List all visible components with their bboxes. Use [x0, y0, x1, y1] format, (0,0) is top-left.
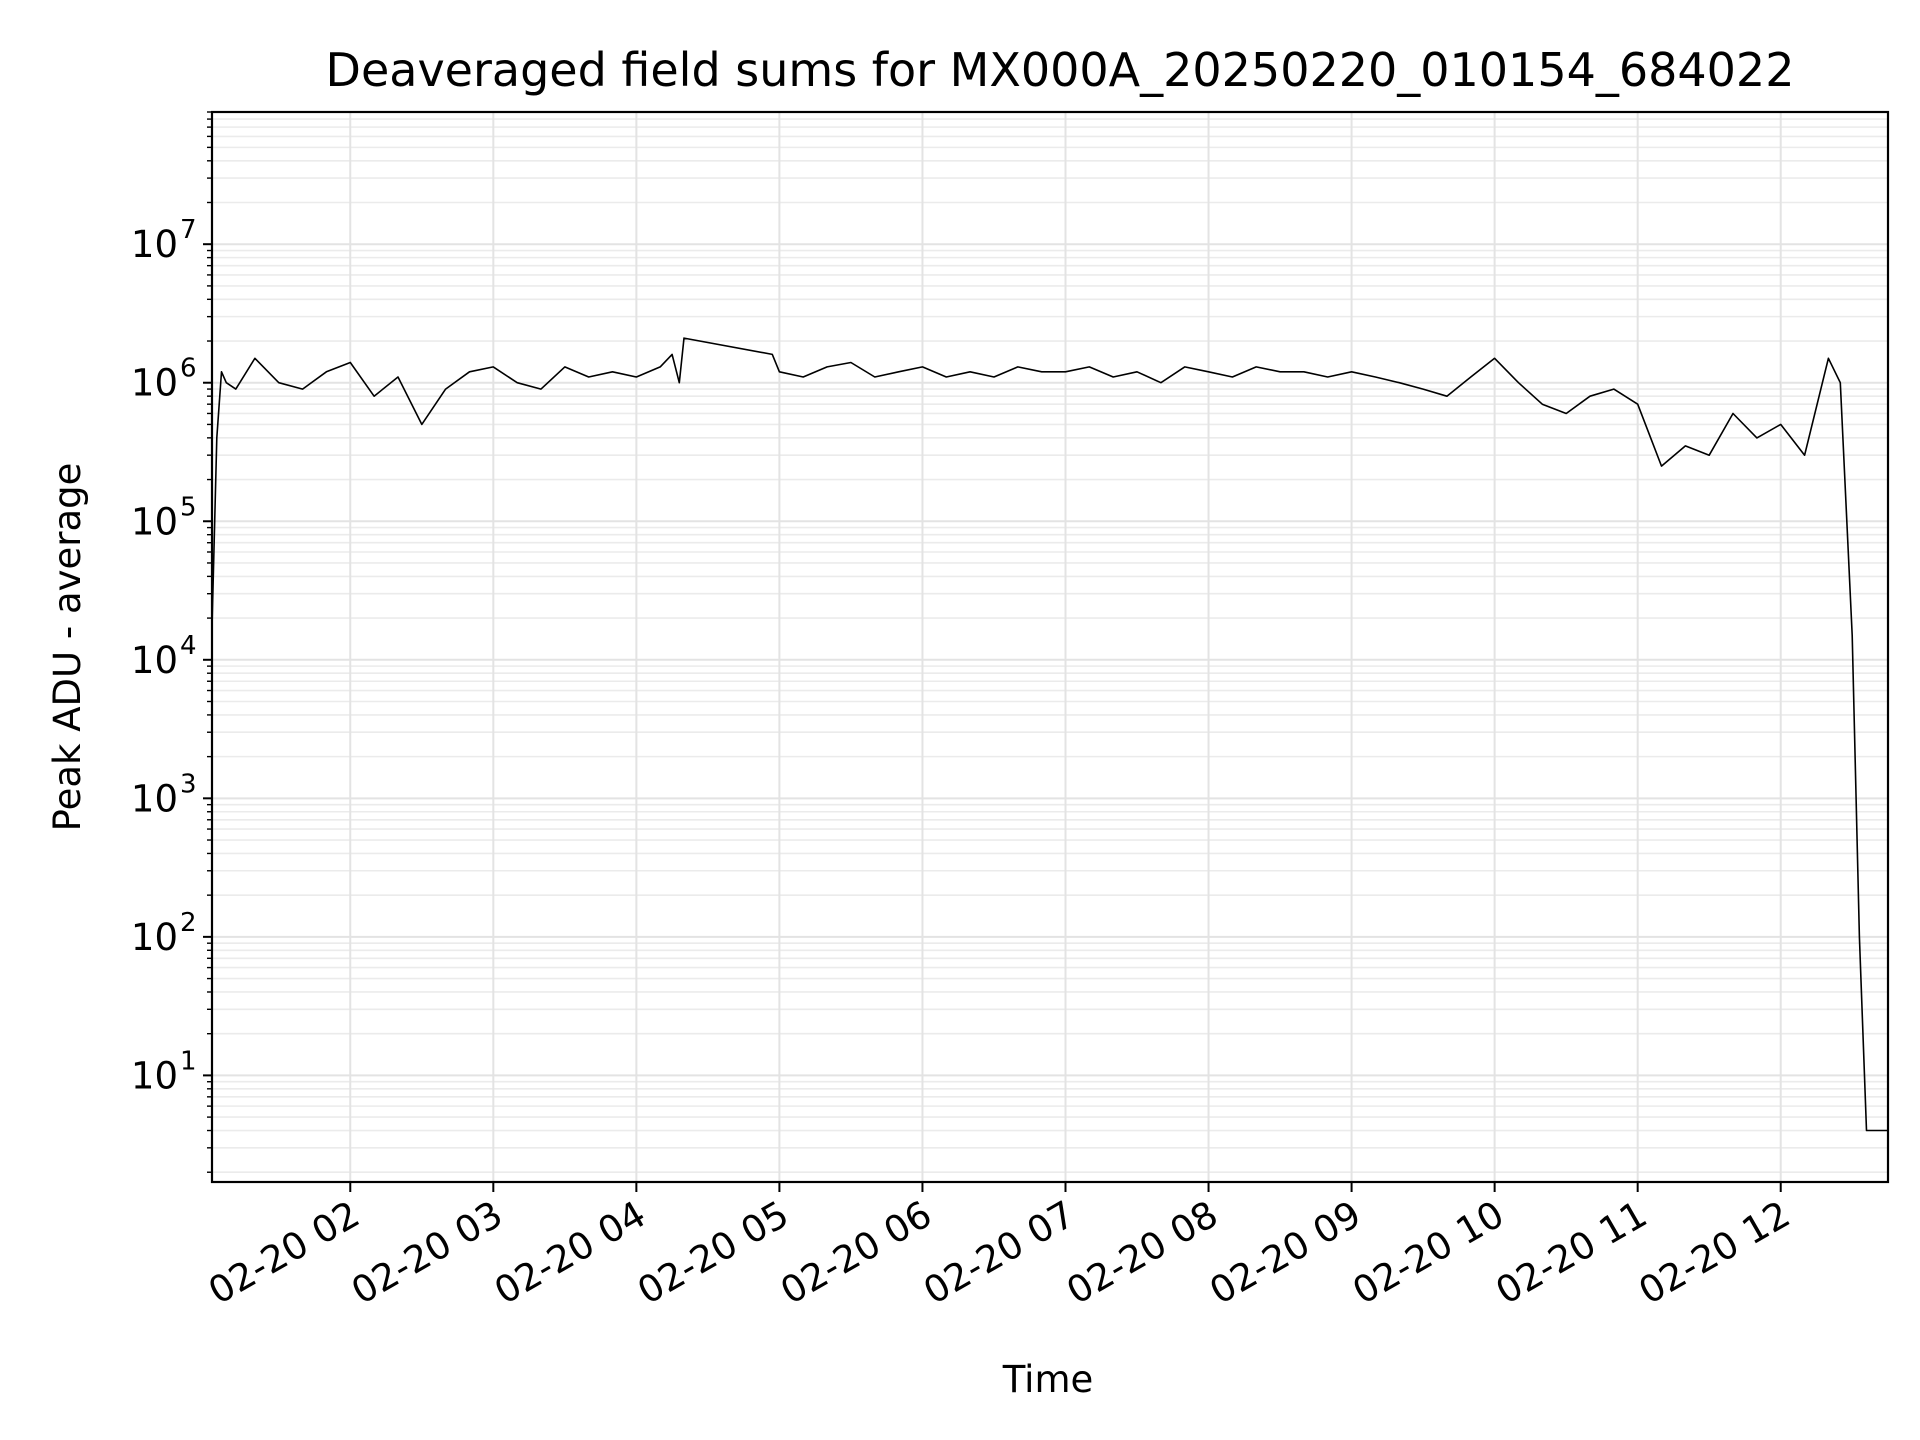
y-axis-label: Peak ADU - average [46, 463, 89, 832]
y-tick-label: 10 [131, 362, 178, 405]
x-tick-label: 02-20 11 [1489, 1193, 1655, 1313]
y-tick-label: 10 [131, 916, 178, 959]
grid-minor [212, 111, 1888, 1174]
y-tick-exponent: 6 [180, 354, 197, 384]
x-tick-label: 02-20 10 [1346, 1193, 1512, 1313]
x-tick-label: 02-20 12 [1632, 1193, 1798, 1313]
axis-ticks [203, 111, 1782, 1192]
x-tick-label: 02-20 09 [1203, 1193, 1369, 1313]
y-tick-label: 10 [131, 639, 178, 682]
x-tick-label: 02-20 04 [487, 1193, 653, 1313]
series-line [211, 337, 1888, 1132]
y-tick-label: 10 [131, 777, 178, 820]
y-tick-exponent: 1 [180, 1046, 197, 1076]
x-tick-label: 02-20 08 [1059, 1193, 1225, 1313]
y-tick-exponent: 5 [180, 492, 197, 522]
x-tick-label: 02-20 07 [916, 1193, 1082, 1313]
grid-major [212, 112, 1888, 1182]
y-tick-exponent: 3 [180, 769, 197, 799]
x-tick-label: 02-20 03 [344, 1193, 510, 1313]
x-tick-label: 02-20 05 [630, 1193, 796, 1313]
chart-title: Deaveraged field sums for MX000A_2025022… [326, 43, 1795, 97]
y-tick-exponent: 2 [180, 908, 197, 938]
x-tick-label: 02-20 02 [201, 1193, 367, 1313]
y-tick-label: 10 [131, 223, 178, 266]
y-tick-exponent: 7 [180, 215, 197, 245]
y-tick-label: 10 [131, 1054, 178, 1097]
x-tick-label: 02-20 06 [773, 1193, 939, 1313]
x-axis-label: Time [1002, 1358, 1094, 1401]
plot-frame [210, 110, 1890, 1184]
y-tick-exponent: 4 [180, 631, 197, 661]
y-tick-label: 10 [131, 500, 178, 543]
series-polyline [211, 337, 1888, 1132]
